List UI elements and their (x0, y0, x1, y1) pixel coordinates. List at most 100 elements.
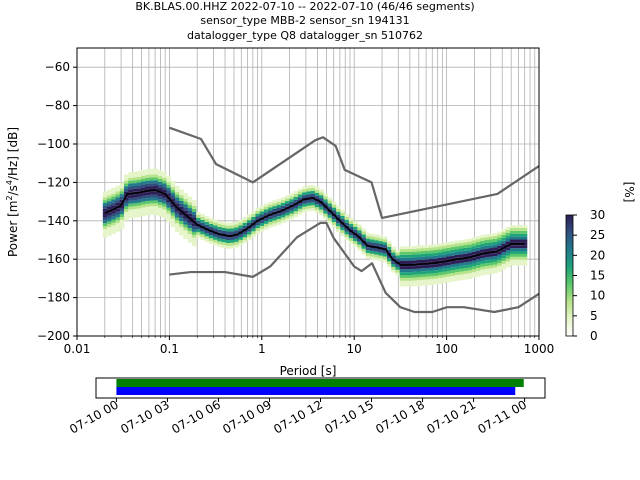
psd-cell (200, 214, 205, 218)
psd-cell (251, 219, 256, 223)
psd-cell (111, 202, 116, 206)
psd-cell (450, 270, 456, 273)
psd-cell (420, 251, 426, 254)
psd-cell (234, 241, 239, 245)
psd-cell (196, 229, 201, 233)
psd-cell (293, 194, 299, 197)
psd-cell (107, 215, 112, 219)
psd-cell (124, 214, 129, 218)
psd-cell (149, 212, 155, 215)
psd-cell (357, 233, 362, 236)
psd-cell (412, 266, 418, 269)
psd-cell (514, 225, 519, 228)
psd-cell (484, 240, 490, 243)
psd-cell (196, 232, 201, 236)
psd-cell (408, 277, 413, 281)
psd-cell (480, 243, 485, 247)
psd-cell (170, 204, 176, 207)
psd-cell (247, 231, 252, 235)
psd-cell (310, 190, 316, 194)
psd-cell (136, 179, 142, 183)
psd-cell (459, 254, 464, 258)
y-tick-label: −120 (37, 175, 70, 189)
psd-cell (433, 275, 439, 279)
psd-cell (183, 218, 188, 222)
psd-cell (204, 230, 210, 234)
psd-cell (183, 204, 188, 208)
psd-cell (124, 189, 129, 192)
psd-cell (429, 250, 434, 254)
psd-cell (124, 183, 129, 187)
psd-cell (191, 205, 197, 209)
title-line-1: BK.BLAS.00.HHZ 2022-07-10 -- 2022-07-10 … (135, 0, 474, 13)
psd-cell (145, 175, 150, 178)
psd-cell (442, 280, 447, 284)
psd-cell (518, 253, 524, 257)
psd-cell (208, 238, 214, 242)
y-tick-label: −140 (37, 214, 70, 228)
psd-cell (437, 278, 443, 281)
psd-cell (425, 247, 430, 251)
psd-cell (238, 236, 244, 240)
psd-cell (467, 261, 473, 265)
psd-cell (302, 209, 307, 213)
psd-cell (467, 244, 473, 248)
psd-cell (225, 225, 231, 229)
psd-cell (297, 211, 303, 215)
psd-cell (166, 219, 172, 223)
psd-cell (297, 191, 303, 195)
psd-cell (429, 244, 434, 248)
psd-cell (289, 193, 295, 197)
psd-cell (221, 224, 227, 228)
psd-cell (107, 201, 112, 205)
psd-cell (166, 190, 172, 194)
psd-cell (149, 191, 155, 195)
psd-cell (213, 228, 218, 232)
psd-cell (149, 174, 155, 178)
psd-cell (357, 247, 362, 251)
psd-cell (493, 267, 498, 271)
psd-cell (174, 223, 180, 227)
psd-cell (403, 246, 409, 250)
psd-cell (280, 202, 286, 206)
psd-cell (497, 231, 502, 235)
psd-cell (395, 264, 401, 267)
psd-cell (225, 237, 231, 241)
psd-cell (493, 241, 498, 245)
psd-cell (119, 185, 125, 189)
psd-cell (446, 273, 451, 277)
psd-cell (493, 233, 498, 236)
psd-cell (280, 217, 286, 221)
psd-cell (484, 245, 490, 249)
psd-cell (111, 231, 116, 234)
psd-cell (111, 190, 116, 194)
psd-cell (403, 277, 409, 281)
psd-cell (480, 258, 485, 261)
psd-cell (408, 269, 413, 273)
psd-cell (395, 266, 401, 270)
y-tick-label: −100 (37, 137, 70, 151)
psd-cell (263, 209, 269, 213)
psd-cell (230, 237, 235, 240)
psd-cell (420, 279, 426, 283)
psd-cell (111, 210, 116, 214)
psd-cell (306, 185, 311, 189)
psd-cell (124, 177, 129, 181)
psd-cell (140, 184, 146, 188)
psd-cell (378, 258, 384, 262)
psd-cell (450, 278, 456, 282)
psd-cell (425, 267, 430, 271)
psd-cell (217, 238, 222, 242)
psd-cell (225, 231, 231, 235)
psd-cell (289, 213, 295, 217)
psd-cell (285, 218, 290, 222)
psd-cell (501, 232, 507, 236)
psd-cell (344, 222, 350, 226)
psd-cell (145, 195, 150, 199)
psd-cell (522, 253, 528, 257)
psd-cell (162, 183, 167, 187)
psd-cell (357, 230, 362, 234)
psd-cell (403, 272, 409, 276)
psd-cell (136, 202, 142, 206)
psd-cell (425, 276, 430, 280)
